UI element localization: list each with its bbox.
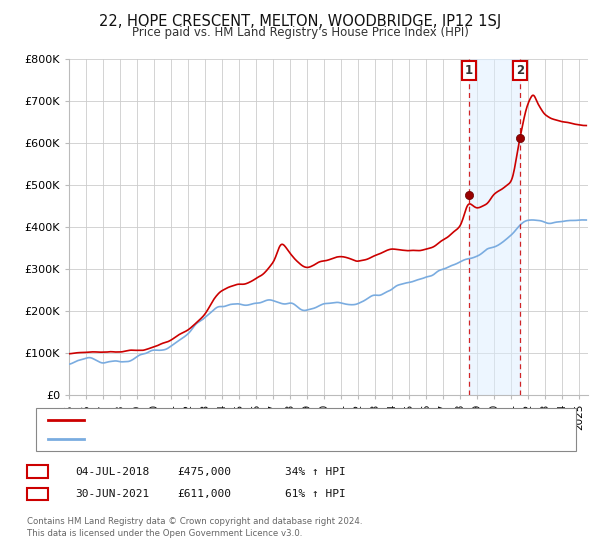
Text: 61% ↑ HPI: 61% ↑ HPI <box>285 489 346 499</box>
Text: This data is licensed under the Open Government Licence v3.0.: This data is licensed under the Open Gov… <box>27 529 302 538</box>
Text: £475,000: £475,000 <box>177 466 231 477</box>
Text: 22, HOPE CRESCENT, MELTON, WOODBRIDGE, IP12 1SJ: 22, HOPE CRESCENT, MELTON, WOODBRIDGE, I… <box>99 14 501 29</box>
Text: Price paid vs. HM Land Registry's House Price Index (HPI): Price paid vs. HM Land Registry's House … <box>131 26 469 39</box>
Text: 2: 2 <box>34 487 41 501</box>
Text: 04-JUL-2018: 04-JUL-2018 <box>75 466 149 477</box>
Text: 1: 1 <box>465 64 473 77</box>
Text: 2: 2 <box>516 64 524 77</box>
Point <box>515 134 524 143</box>
Text: 30-JUN-2021: 30-JUN-2021 <box>75 489 149 499</box>
Text: 34% ↑ HPI: 34% ↑ HPI <box>285 466 346 477</box>
Text: Contains HM Land Registry data © Crown copyright and database right 2024.: Contains HM Land Registry data © Crown c… <box>27 517 362 526</box>
Text: HPI: Average price, detached house, East Suffolk: HPI: Average price, detached house, East… <box>93 434 348 444</box>
Bar <box>469 59 520 395</box>
Point <box>464 191 474 200</box>
Text: 22, HOPE CRESCENT, MELTON, WOODBRIDGE, IP12 1SJ (detached house): 22, HOPE CRESCENT, MELTON, WOODBRIDGE, I… <box>93 415 474 425</box>
Text: 1: 1 <box>34 465 41 478</box>
Text: £611,000: £611,000 <box>177 489 231 499</box>
